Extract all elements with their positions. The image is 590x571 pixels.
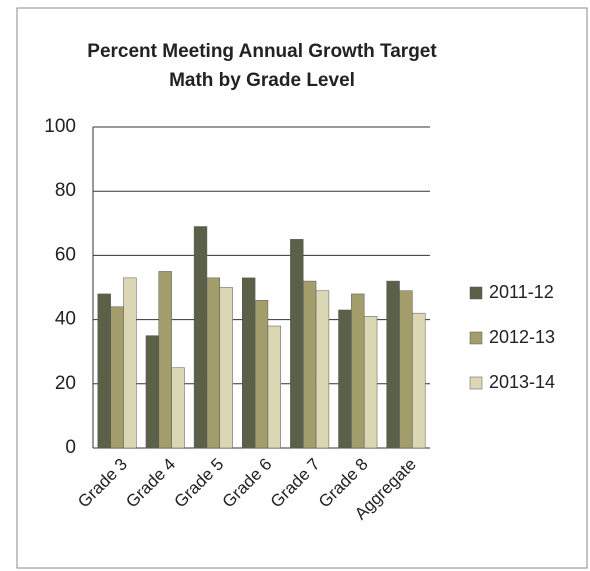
bar: [302, 280, 317, 449]
x-tick-label: Grade 7: [267, 455, 324, 512]
bar: [412, 312, 426, 449]
bar: [193, 226, 208, 449]
bar: [267, 325, 282, 449]
y-tick-label: 20: [55, 373, 76, 394]
bar: [158, 271, 172, 449]
bar: [219, 287, 233, 449]
legend-swatch: [469, 331, 483, 345]
bar: [254, 300, 269, 449]
x-tick-label: Grade 6: [219, 455, 276, 512]
y-tick-label: 40: [55, 309, 76, 330]
bar: [399, 290, 413, 449]
legend-label: 2012-13: [489, 327, 555, 347]
bar: [290, 239, 304, 449]
bar: [171, 367, 185, 449]
chart-border: [16, 7, 588, 569]
bar: [123, 277, 137, 449]
bar: [338, 309, 352, 449]
bar: [241, 277, 256, 449]
bar: [363, 316, 378, 449]
bar: [351, 293, 365, 449]
y-tick-label: 80: [55, 180, 76, 201]
bar: [206, 277, 221, 449]
bar: [110, 306, 124, 449]
x-tick-label: Grade 3: [74, 455, 131, 512]
x-tick-label: Grade 4: [122, 455, 179, 512]
y-tick-label: 0: [65, 437, 76, 458]
chart-title: Percent Meeting Annual Growth Target: [87, 41, 437, 62]
x-tick-label: Grade 5: [170, 455, 227, 512]
bar: [97, 293, 111, 449]
bar: [315, 290, 330, 449]
legend-label: 2011-12: [489, 282, 554, 302]
chart-subtitle: Math by Grade Level: [169, 70, 355, 91]
legend-label: 2013-14: [489, 372, 555, 392]
bar: [145, 335, 160, 449]
legend-swatch: [469, 286, 483, 300]
y-tick-label: 60: [55, 244, 76, 265]
bar: [386, 280, 400, 449]
legend-swatch: [469, 376, 483, 390]
y-tick-label: 100: [44, 116, 76, 137]
